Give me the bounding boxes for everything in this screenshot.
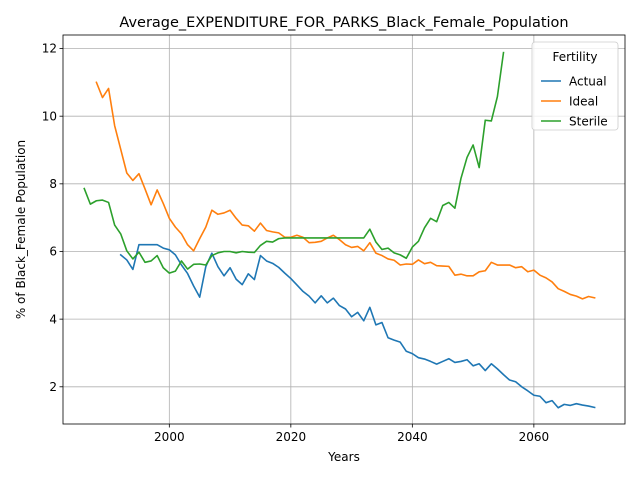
y-axis-ticks: 2 4 6 8 10 12	[42, 42, 63, 394]
legend-label-sterile: Sterile	[569, 114, 608, 128]
y-tick-label: 4	[49, 312, 57, 326]
series-line-ideal	[95, 81, 596, 300]
legend: Fertility Actual Ideal Sterile	[531, 41, 619, 131]
y-tick-label: 6	[49, 245, 57, 259]
legend-entries: Actual Ideal Sterile	[541, 74, 608, 128]
grid	[63, 35, 625, 424]
y-axis-label: % of Black_Female Population	[14, 140, 28, 319]
x-tick-label: 2060	[519, 430, 550, 444]
legend-label-ideal: Ideal	[569, 94, 598, 108]
x-axis-label: Years	[327, 450, 360, 464]
y-tick-label: 10	[42, 109, 57, 123]
series-line-actual	[119, 243, 596, 409]
x-tick-label: 2000	[154, 430, 185, 444]
x-tick-label: 2020	[276, 430, 307, 444]
x-axis-ticks: 2000 2020 2040 2060	[154, 424, 549, 444]
y-tick-label: 8	[49, 177, 57, 191]
chart-title: Average_EXPENDITURE_FOR_PARKS_Black_Fema…	[119, 15, 568, 31]
plot-area-frame	[62, 34, 626, 425]
y-tick-label: 2	[49, 380, 57, 394]
y-tick-label: 12	[42, 42, 57, 56]
legend-title: Fertility	[552, 50, 597, 64]
legend-label-actual: Actual	[569, 74, 607, 88]
x-tick-label: 2040	[397, 430, 428, 444]
series-lines	[83, 51, 596, 409]
series-line-sterile	[83, 51, 505, 274]
legend-box	[531, 41, 619, 131]
